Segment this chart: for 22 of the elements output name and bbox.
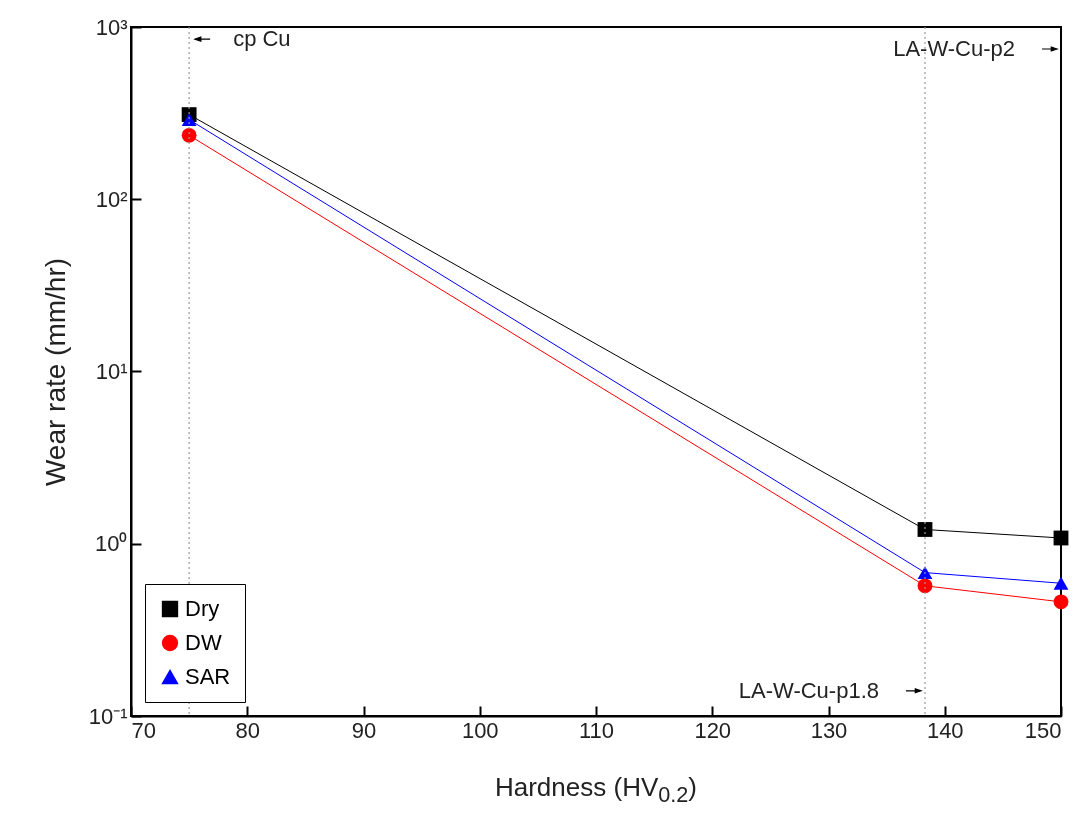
y-tick-label: 10² [95, 186, 128, 212]
annotation: LA-W-Cu-p2 [893, 36, 1015, 61]
x-tick-label: 80 [235, 717, 260, 743]
y-tick-label: 10⁻¹ [88, 703, 128, 729]
annotation: LA-W-Cu-p1.8 [738, 677, 879, 703]
x-tick-label: 130 [810, 717, 848, 743]
x-tick-label: 140 [926, 717, 964, 743]
y-axis-title: Wear rate (mm/hr) [39, 257, 71, 487]
y-tick-label: 10¹ [95, 359, 128, 384]
x-tick-label: 100 [461, 717, 499, 743]
legend-label: DW [185, 630, 222, 655]
legend-label: SAR [185, 664, 231, 689]
x-tick-label: 90 [351, 717, 377, 743]
x-tick-label: 150 [1024, 717, 1062, 743]
x-axis-title: Hardness (HV$_{0.2}$) [493, 772, 699, 809]
x-tick-label: 70 [131, 717, 156, 743]
x-tick-label: 120 [694, 717, 732, 743]
y-tick-label: 10³ [95, 14, 128, 40]
annotation: cp Cu [233, 26, 291, 52]
y-tick-label: 10⁰ [95, 531, 128, 557]
x-tick-label: 110 [578, 717, 615, 743]
legend-label: Dry [185, 596, 220, 621]
